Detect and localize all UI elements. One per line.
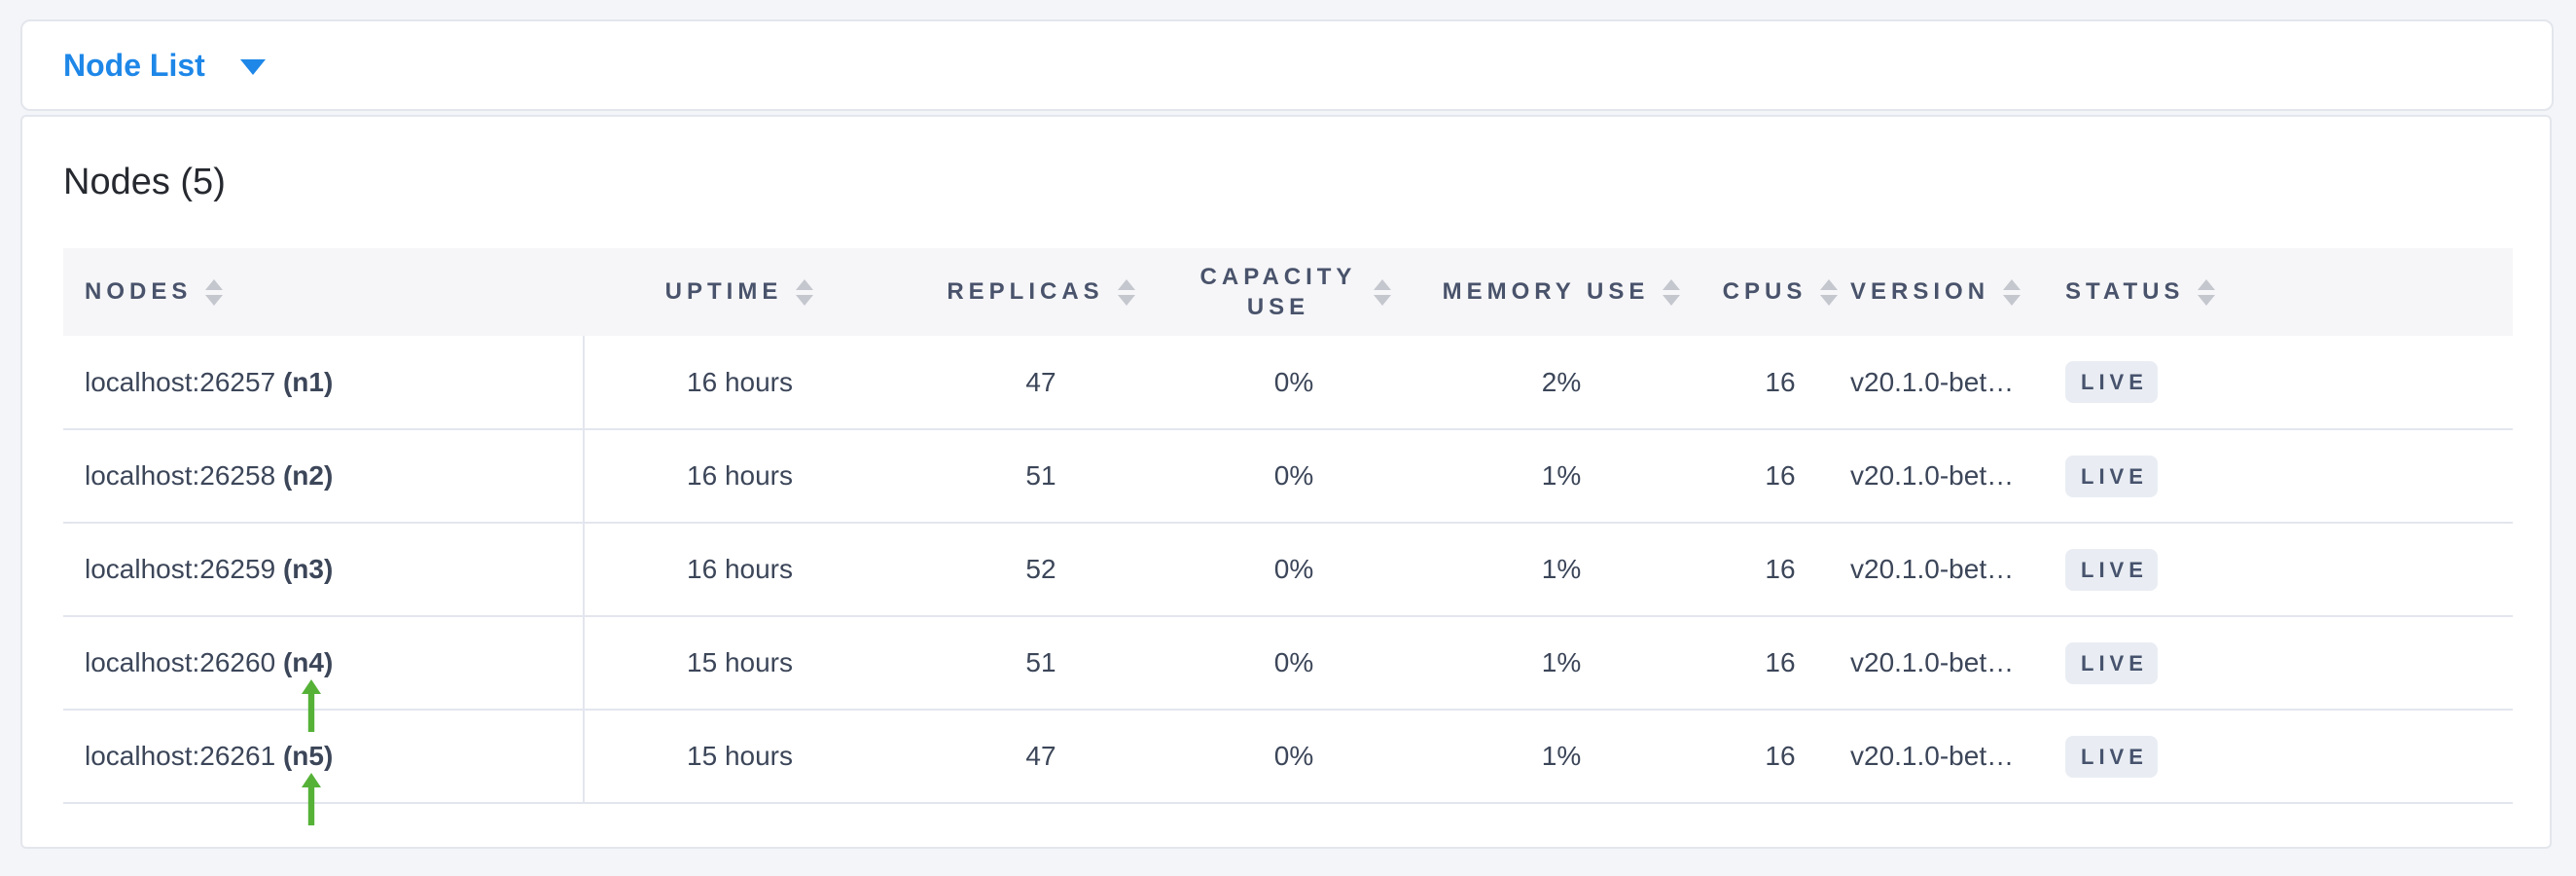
page-title: Nodes (5) [63,162,226,202]
nodes-card: Nodes (5) NODES UPTIME REPLICAS CAPACITY US… [20,115,2552,849]
cell-replicas: 52 [895,523,1187,617]
cell-nodes: localhost:26260 (n4) [63,616,585,732]
node-address: localhost:26261 [85,741,276,771]
column-header-status[interactable]: STATUS [2048,248,2513,336]
caret-down-icon [239,59,266,75]
node-address: localhost:26258 [85,460,276,491]
column-header-memory_use[interactable]: MEMORY USE [1401,248,1722,336]
green-arrow-up-icon [302,773,321,825]
sort-icon[interactable] [1663,278,1681,306]
sort-icon[interactable] [1374,278,1391,306]
cell-version: v20.1.0-bet… [1839,429,2048,524]
column-header-label: MEMORY USE [1442,278,1650,306]
cell-nodes: localhost:26261 (n5) [63,710,585,825]
cell-uptime: 16 hours [584,429,895,524]
column-header-nodes[interactable]: NODES [63,248,584,336]
column-header-label: CAPACITY USE [1199,263,1357,320]
view-selector-card: Node List [20,19,2554,111]
cell-status: LIVE [2048,523,2513,617]
status-badge: LIVE [2065,735,2158,778]
cell-memory-use: 1% [1401,710,1722,804]
cell-cpus: 16 [1722,616,1839,711]
cell-replicas: 47 [895,336,1187,430]
cell-nodes: localhost:26258 (n2) [63,429,585,524]
status-badge: LIVE [2065,641,2158,684]
status-badge: LIVE [2065,455,2158,497]
cell-capacity-use: 0% [1187,616,1401,711]
sort-icon[interactable] [2003,278,2021,306]
cell-capacity-use: 0% [1187,523,1401,617]
cell-status: LIVE [2048,336,2513,430]
nodes-table: NODES UPTIME REPLICAS CAPACITY USE MEMORY US… [63,248,2513,825]
cell-memory-use: 1% [1401,429,1722,524]
cell-status: LIVE [2048,429,2513,524]
cell-cpus: 16 [1722,710,1839,804]
node-name: (n3) [282,554,334,584]
cell-status: LIVE [2048,710,2513,804]
table-row[interactable]: localhost:26260 (n4) 15 hours 51 0% 1% 16 v20.… [63,616,2513,732]
cell-replicas: 51 [895,429,1187,524]
cell-cpus: 16 [1722,429,1839,524]
cell-uptime: 16 hours [584,523,895,617]
cell-memory-use: 1% [1401,616,1722,711]
cell-version: v20.1.0-bet… [1839,336,2048,430]
column-header-label: CPUS [1722,278,1807,306]
column-header-label: STATUS [2065,278,2185,306]
column-header-label: VERSION [1850,278,1990,306]
cell-status: LIVE [2048,616,2513,711]
node-name: (n4) [282,647,334,677]
table-row[interactable]: localhost:26259 (n3) 16 hours 52 0% 1% 16 v20.… [63,523,2513,617]
column-header-label: UPTIME [664,278,783,306]
cell-capacity-use: 0% [1187,710,1401,804]
sort-icon[interactable] [2198,278,2216,306]
table-row[interactable]: localhost:26257 (n1) 16 hours 47 0% 2% 16 v20.… [63,336,2513,430]
cell-cpus: 16 [1722,523,1839,617]
cell-memory-use: 1% [1401,523,1722,617]
cell-version: v20.1.0-bet… [1839,616,2048,711]
cell-capacity-use: 0% [1187,429,1401,524]
table-header-row: NODES UPTIME REPLICAS CAPACITY USE MEMORY US… [63,248,2513,336]
cell-memory-use: 2% [1401,336,1722,430]
node-address: localhost:26260 [85,647,276,677]
column-header-capacity_use[interactable]: CAPACITY USE [1187,248,1401,336]
node-address: localhost:26259 [85,554,276,584]
view-dropdown-label: Node List [63,47,205,83]
status-badge: LIVE [2065,361,2158,403]
cell-uptime: 16 hours [584,336,895,430]
node-name: (n1) [282,366,334,397]
view-dropdown[interactable]: Node List [63,48,266,84]
cell-replicas: 47 [895,710,1187,804]
column-header-version[interactable]: VERSION [1839,248,2048,336]
sort-icon[interactable] [1117,278,1135,306]
cell-capacity-use: 0% [1187,336,1401,430]
sort-icon[interactable] [205,278,224,306]
node-address: localhost:26257 [85,366,276,397]
node-name: (n5) [282,741,334,771]
column-header-label: REPLICAS [947,278,1104,306]
node-name: (n2) [282,460,334,491]
column-header-uptime[interactable]: UPTIME [584,248,895,336]
cell-nodes: localhost:26259 (n3) [63,523,585,617]
table-row[interactable]: localhost:26258 (n2) 16 hours 51 0% 1% 16 v20.… [63,429,2513,524]
cell-uptime: 15 hours [584,616,895,711]
cell-version: v20.1.0-bet… [1839,523,2048,617]
column-header-replicas[interactable]: REPLICAS [895,248,1187,336]
column-header-label: NODES [85,278,193,306]
cell-replicas: 51 [895,616,1187,711]
cell-nodes: localhost:26257 (n1) [63,336,585,430]
sort-icon[interactable] [796,278,814,306]
column-header-cpus[interactable]: CPUS [1722,248,1839,336]
cell-uptime: 15 hours [584,710,895,804]
sort-icon[interactable] [1820,278,1839,306]
cell-version: v20.1.0-bet… [1839,710,2048,804]
status-badge: LIVE [2065,548,2158,591]
table-row[interactable]: localhost:26261 (n5) 15 hours 47 0% 1% 16 v20.… [63,710,2513,825]
cell-cpus: 16 [1722,336,1839,430]
